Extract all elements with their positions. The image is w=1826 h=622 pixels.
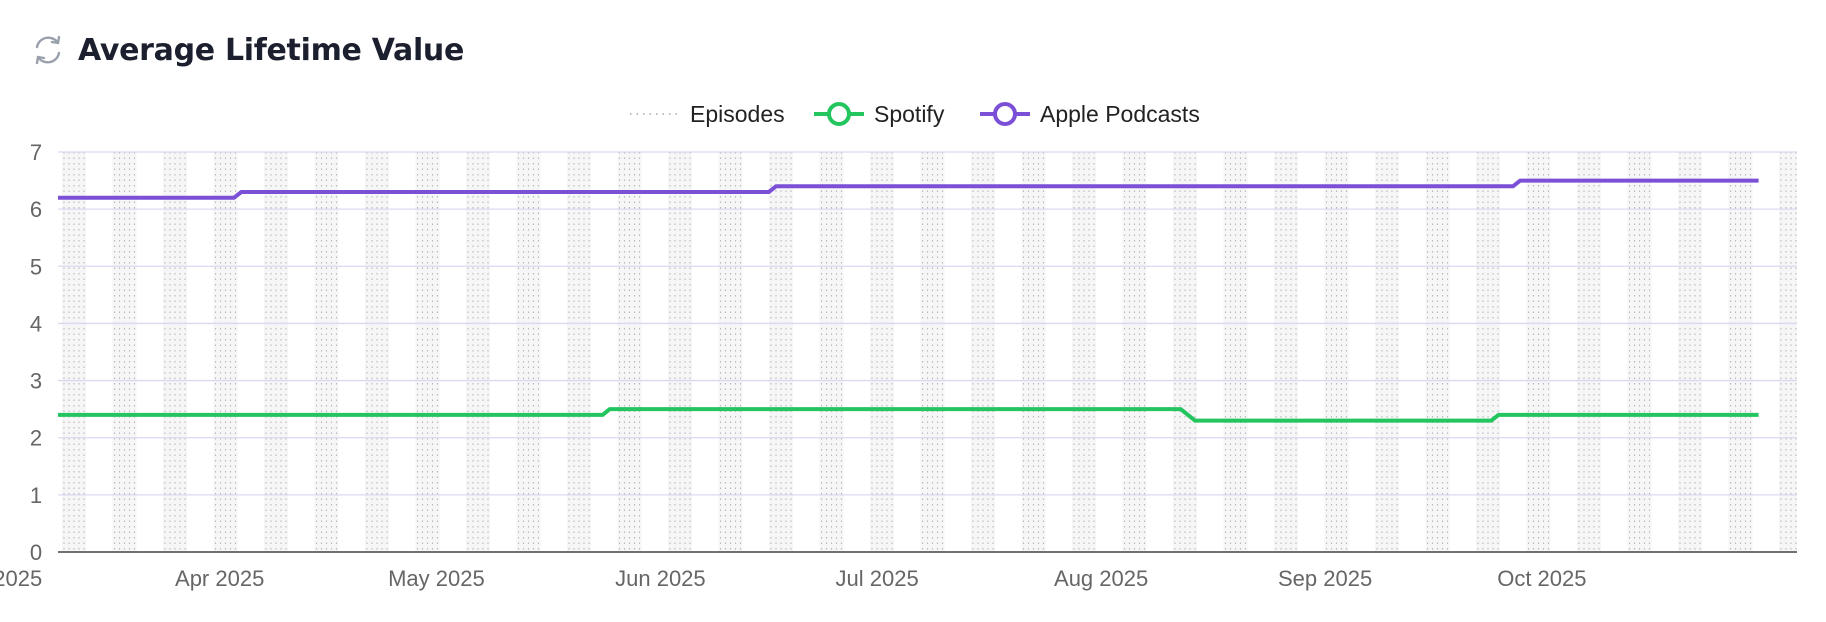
episode-band bbox=[1627, 152, 1652, 552]
episode-band bbox=[1526, 152, 1551, 552]
x-tick-label: Jun 2025 bbox=[615, 566, 706, 591]
y-tick-label: 4 bbox=[30, 311, 42, 336]
episode-band bbox=[415, 152, 440, 552]
legend-marker bbox=[993, 102, 1017, 126]
episode-band bbox=[1122, 152, 1147, 552]
episode-band bbox=[1779, 152, 1797, 552]
chart-title: Average Lifetime Value bbox=[78, 32, 465, 68]
episode-band bbox=[1425, 152, 1450, 552]
episode-band bbox=[819, 152, 844, 552]
episode-band bbox=[1173, 152, 1197, 552]
legend-item-apple-podcasts[interactable]: Apple Podcasts bbox=[980, 101, 1200, 127]
y-tick-label: 5 bbox=[30, 254, 42, 279]
episode-band bbox=[1577, 152, 1601, 552]
episode-band bbox=[1476, 152, 1500, 552]
legend-marker bbox=[827, 102, 851, 126]
episode-band bbox=[870, 152, 894, 552]
episode-band bbox=[1324, 152, 1349, 552]
episode-band bbox=[365, 152, 389, 552]
legend-label: Apple Podcasts bbox=[1040, 101, 1200, 127]
episode-band bbox=[466, 152, 490, 552]
episode-band bbox=[769, 152, 793, 552]
episode-band bbox=[1375, 152, 1399, 552]
y-tick-label: 0 bbox=[30, 540, 42, 565]
x-tick-label: Aug 2025 bbox=[1054, 566, 1148, 591]
episode-band bbox=[971, 152, 995, 552]
legend: Episodes Spotify Apple Podcasts bbox=[630, 101, 1200, 127]
episode-band bbox=[567, 152, 591, 552]
x-tick-label: Oct 2025 bbox=[1497, 566, 1586, 591]
episode-band bbox=[1678, 152, 1702, 552]
x-tick-label: Apr 2025 bbox=[175, 566, 264, 591]
series-line-apple-podcasts[interactable] bbox=[58, 178, 1759, 200]
y-tick-label: 1 bbox=[30, 483, 42, 508]
y-tick-label: 3 bbox=[30, 369, 42, 394]
episode-band bbox=[1728, 152, 1753, 552]
episode-band bbox=[617, 152, 642, 552]
grid-lines bbox=[58, 151, 1797, 553]
episode-band bbox=[163, 152, 187, 552]
x-tick-label: Mar 2025 bbox=[0, 566, 42, 591]
chart-header: Average Lifetime Value bbox=[30, 28, 464, 72]
x-tick-label: May 2025 bbox=[388, 566, 485, 591]
legend-item-spotify[interactable]: Spotify bbox=[814, 101, 945, 127]
x-tick-label: Jul 2025 bbox=[836, 566, 919, 591]
x-tick-label: Sep 2025 bbox=[1278, 566, 1372, 591]
y-tick-label: 2 bbox=[30, 426, 42, 451]
episode-band bbox=[264, 152, 288, 552]
episode-band bbox=[516, 152, 541, 552]
episode-band bbox=[1223, 152, 1248, 552]
legend-label: Spotify bbox=[874, 101, 945, 127]
y-tick-label: 6 bbox=[30, 197, 42, 222]
legend-item-episodes[interactable]: Episodes bbox=[630, 101, 785, 127]
legend-label: Episodes bbox=[690, 101, 785, 127]
series-lines bbox=[58, 178, 1759, 423]
episode-bands bbox=[62, 152, 1797, 552]
refresh-icon[interactable] bbox=[30, 32, 66, 68]
x-axis: Mar 2025 Apr 2025 May 2025 Jun 2025 Jul 2025… bbox=[0, 566, 1586, 591]
episode-band bbox=[1021, 152, 1046, 552]
y-tick-label: 7 bbox=[30, 140, 42, 165]
series-line-spotify[interactable] bbox=[58, 407, 1759, 423]
episode-band bbox=[718, 152, 743, 552]
episode-band bbox=[920, 152, 945, 552]
episode-band bbox=[62, 152, 86, 552]
episode-band bbox=[668, 152, 692, 552]
episode-band bbox=[1072, 152, 1096, 552]
episode-band bbox=[112, 152, 137, 552]
episode-band bbox=[213, 152, 238, 552]
y-axis: 0 1 2 3 4 5 6 7 bbox=[30, 140, 42, 565]
episode-band bbox=[1274, 152, 1298, 552]
episode-band bbox=[314, 152, 339, 552]
